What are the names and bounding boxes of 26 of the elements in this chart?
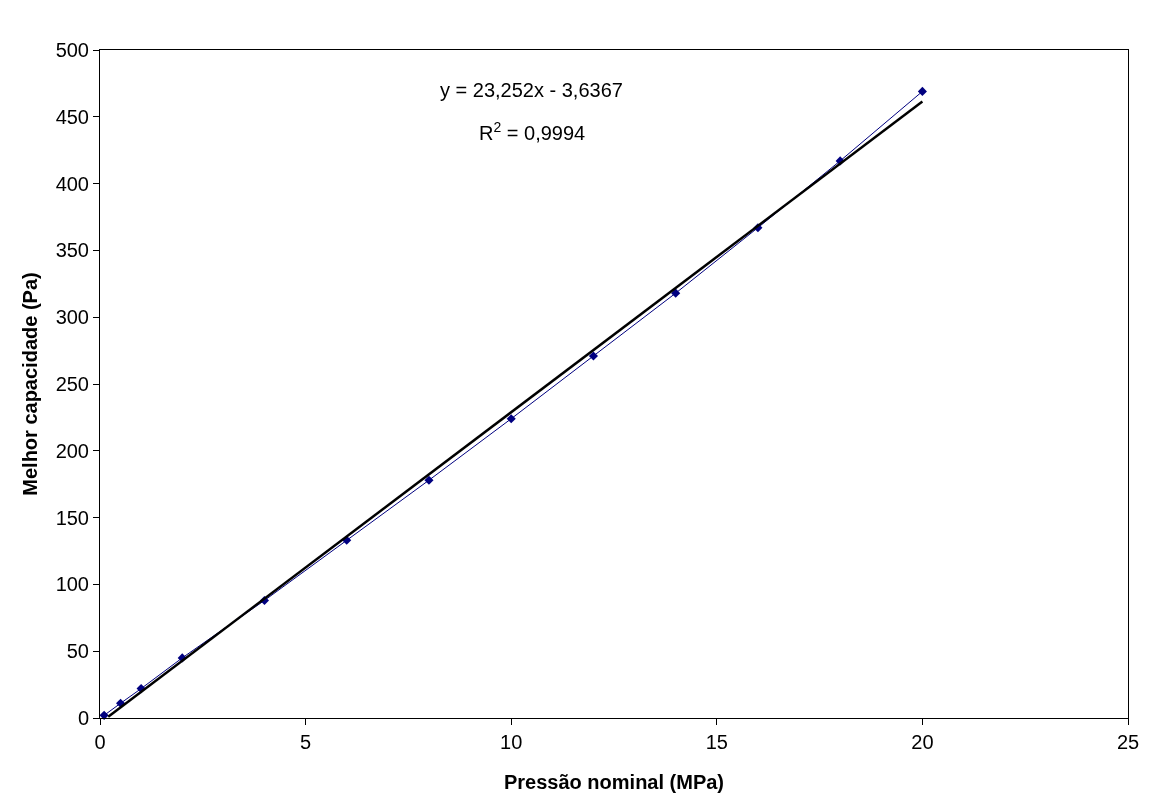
point <box>506 414 516 424</box>
annotation: R$^{2}$ = 0,9994 <box>479 119 586 145</box>
x-tick-label: 0 <box>94 731 106 753</box>
y-tick-label: 150 <box>55 506 89 529</box>
x-tick-label: 20 <box>911 731 934 753</box>
y-tick-label: 200 <box>55 439 89 462</box>
y-tick-label: 400 <box>55 172 89 195</box>
y-tick-label: 450 <box>55 105 89 128</box>
y-axis-title: Melhor capacidade (Pa) <box>19 272 42 496</box>
point <box>99 710 109 720</box>
y-tick-label: 350 <box>55 239 89 262</box>
x-tick-label: 10 <box>500 731 523 753</box>
y-tick-label: 100 <box>55 573 89 596</box>
x-axis-title: Pressão nominal (MPa) <box>503 770 725 793</box>
y-tick-label: 300 <box>55 306 89 329</box>
point <box>424 475 434 485</box>
x-tick-label: 25 <box>1116 731 1140 753</box>
y-tick-label: 500 <box>55 39 89 61</box>
point <box>917 86 927 96</box>
annotation: y = 23,252x - 3,6367 <box>440 79 623 101</box>
y-tick-label: 250 <box>55 373 89 395</box>
y-tick-label: 0 <box>77 707 89 729</box>
x-tick-label: 5 <box>300 731 312 753</box>
y-tick-label: 50 <box>66 640 89 663</box>
point <box>588 351 598 361</box>
x-tick-label: 15 <box>705 731 728 753</box>
